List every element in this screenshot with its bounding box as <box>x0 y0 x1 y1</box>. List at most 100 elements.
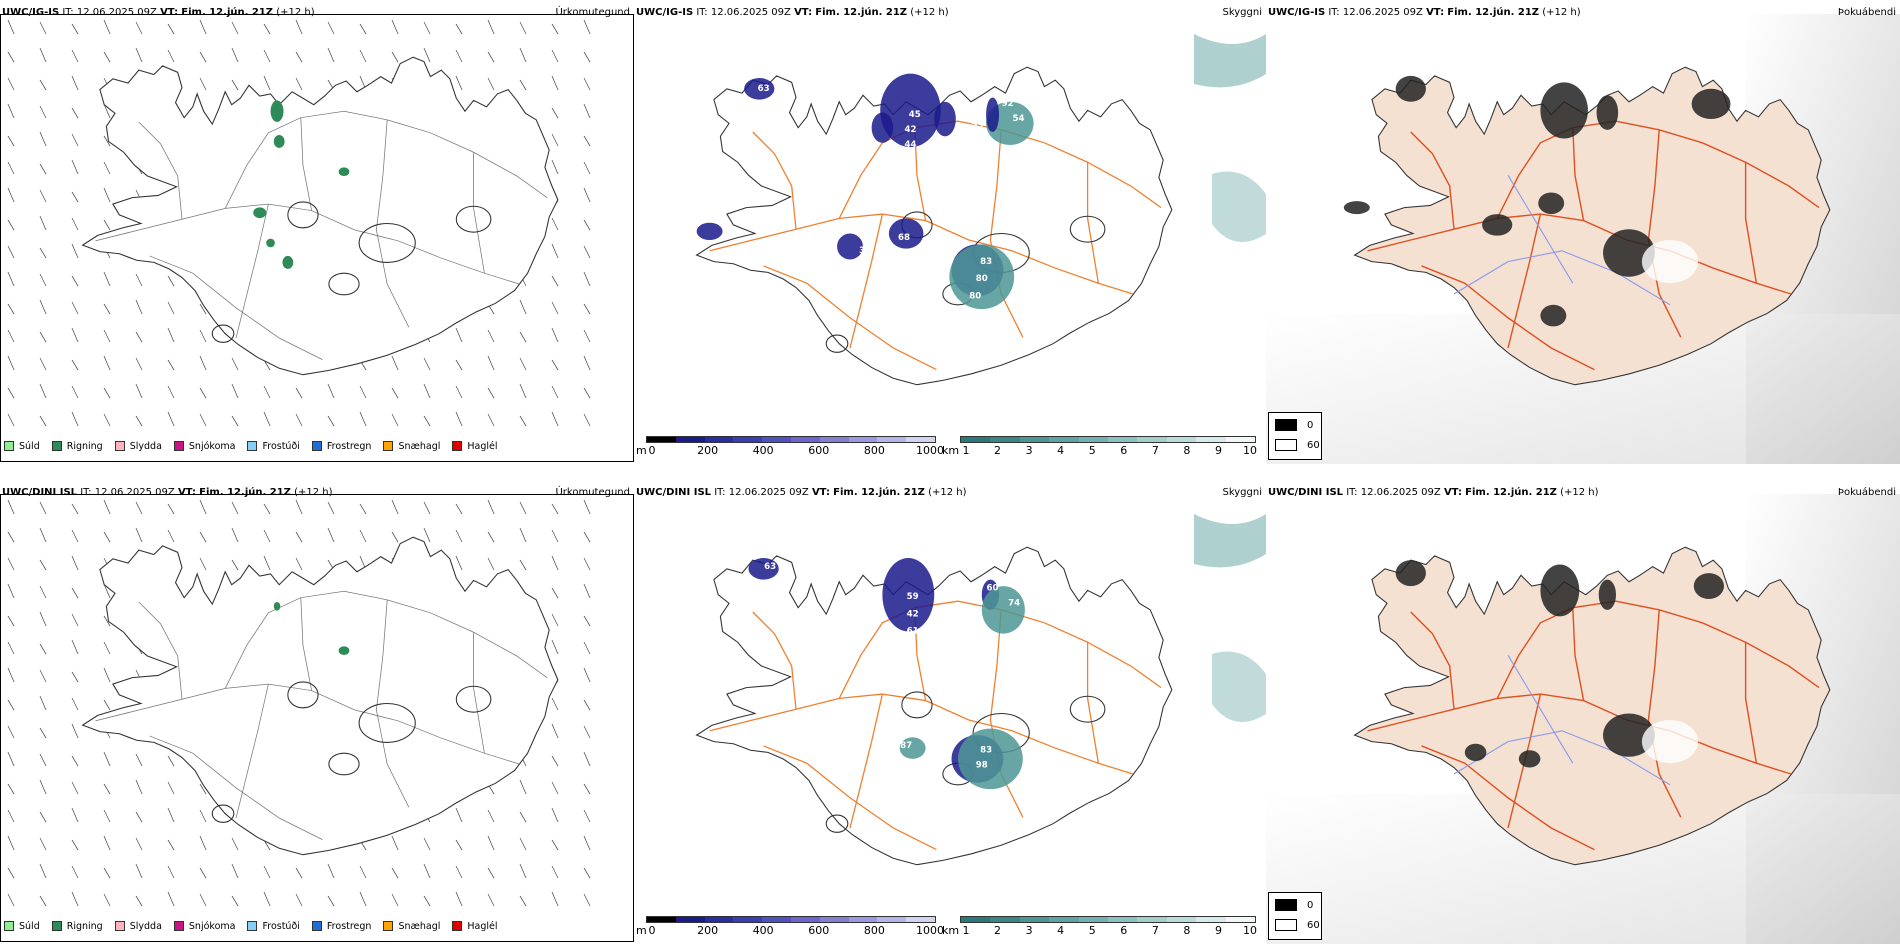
model-name: UWC/DINI ISL <box>2 487 78 498</box>
legend-label: Haglél <box>467 440 498 452</box>
wind-barb <box>551 755 559 767</box>
wind-barb <box>487 531 495 543</box>
colorbar-tick-label: 2 <box>994 444 1002 457</box>
wind-barb <box>39 837 47 851</box>
wind-barb <box>455 327 463 343</box>
legend-item: Slydda <box>114 921 162 932</box>
colorbar-segment <box>906 437 935 442</box>
colorbar-segment <box>1108 437 1138 442</box>
valid-time: Fim. 12.jún. 21Z <box>833 487 925 498</box>
colorbar-segment <box>1049 437 1079 442</box>
wind-barb <box>7 667 15 683</box>
colorbar-segment <box>848 437 878 442</box>
fog-area <box>1343 201 1370 215</box>
valid-time: Fim. 12.jún. 21Z <box>181 7 274 18</box>
colorbar-segment <box>704 917 734 922</box>
wind-barb <box>135 837 143 851</box>
fog-area <box>1598 579 1616 610</box>
colorbar-tick-label: 6 <box>1120 924 1128 937</box>
rain-area <box>273 134 285 148</box>
wind-barb <box>103 19 111 35</box>
wind-barb <box>231 837 239 851</box>
glacier-outline <box>358 222 416 263</box>
legend-swatch <box>247 441 258 451</box>
wind-barb <box>199 355 207 371</box>
road-line <box>1496 120 1820 219</box>
ceiling-area <box>871 112 894 143</box>
wind-barb <box>519 895 527 907</box>
wind-barb <box>71 133 79 147</box>
wind-barb <box>423 837 431 851</box>
wind-barb <box>231 501 239 515</box>
wind-barb <box>551 555 559 571</box>
wind-barb <box>71 23 79 35</box>
road-line <box>1086 642 1100 764</box>
wind-barb <box>583 303 591 315</box>
wind-barb <box>39 811 47 823</box>
wind-barb <box>423 47 431 63</box>
fog-indicator-panel-row1: UWC/IG-IS IT: 12.06.2025 09Z VT: Fim. 12… <box>1266 0 1900 470</box>
legend-item: Snjókoma <box>173 921 235 932</box>
wind-barb <box>7 303 15 315</box>
colorbar-segment <box>790 437 820 442</box>
wind-barb <box>39 247 47 259</box>
wind-barb <box>39 105 47 119</box>
colorbar-strip <box>960 916 1256 923</box>
wind-barb <box>519 331 527 343</box>
ceiling-visibility-panel-row1: UWC/IG-IS IT: 12.06.2025 09Z VT: Fim. 12… <box>634 0 1266 470</box>
ceiling-visibility-panel-row2: UWC/DINI ISL IT: 12.06.2025 09Z VT: Fim.… <box>634 480 1266 950</box>
wind-barb <box>71 891 79 907</box>
wind-barb <box>551 865 559 879</box>
legend-swatch <box>383 921 394 931</box>
wind-barb <box>39 47 47 63</box>
wind-barb <box>39 383 47 399</box>
colorbar-segment <box>990 917 1020 922</box>
wind-barb <box>7 893 15 907</box>
wind-barb <box>583 51 591 63</box>
visibility-number-label: 42 <box>935 233 947 243</box>
visibility-number-label: 59 <box>907 592 919 602</box>
visibility-number-label: 83 <box>980 257 992 267</box>
wind-barb <box>231 383 239 399</box>
rain-area <box>270 100 284 123</box>
colorbar-segment <box>961 437 991 442</box>
wind-barb <box>71 107 79 119</box>
legend-swatch <box>173 921 184 931</box>
wind-barb <box>7 219 15 231</box>
wind-barb <box>7 245 15 259</box>
fog-area <box>1482 214 1513 236</box>
panel-header: UWC/IG-IS IT: 12.06.2025 09Z VT: Fim. 12… <box>1268 7 1581 18</box>
wind-barb <box>39 21 47 35</box>
wind-barb <box>551 301 559 315</box>
precip-legend: Súld Rigning Slydda Snjókoma Frostúði Frostre… <box>4 918 498 934</box>
wind-barb <box>167 359 175 371</box>
wind-barb <box>583 615 591 627</box>
fog-swatch-low <box>1275 439 1297 451</box>
fog-legend: 0 60 <box>1268 412 1322 460</box>
wind-barb <box>71 807 79 823</box>
wind-barb <box>263 23 271 35</box>
wind-barb <box>551 891 559 907</box>
legend-item: Snjókoma <box>173 441 235 452</box>
wind-barb <box>391 19 399 35</box>
wind-barb <box>167 839 175 851</box>
wind-barb <box>135 331 143 343</box>
glacier-outline <box>825 814 849 833</box>
model-name: UWC/DINI ISL <box>636 487 712 498</box>
fog-area <box>1464 743 1487 762</box>
wind-barb <box>103 751 111 767</box>
wind-barb <box>583 187 591 203</box>
wind-barb <box>71 217 79 231</box>
wind-barb <box>39 779 47 795</box>
road-line <box>1507 213 1542 349</box>
ceiling-colorbar: m 0 200 400 600 800 1000 <box>636 436 944 460</box>
legend-item: Rigning <box>51 441 103 452</box>
wind-barb <box>359 385 367 399</box>
model-name: UWC/IG-IS <box>2 7 60 18</box>
colorbar-tick-label: 400 <box>752 444 774 457</box>
colorbar-segment <box>1196 917 1226 922</box>
wind-barb <box>551 639 559 655</box>
iceland-coastline <box>695 546 1173 866</box>
wind-barb <box>7 809 15 823</box>
glacier-outline <box>825 334 849 353</box>
